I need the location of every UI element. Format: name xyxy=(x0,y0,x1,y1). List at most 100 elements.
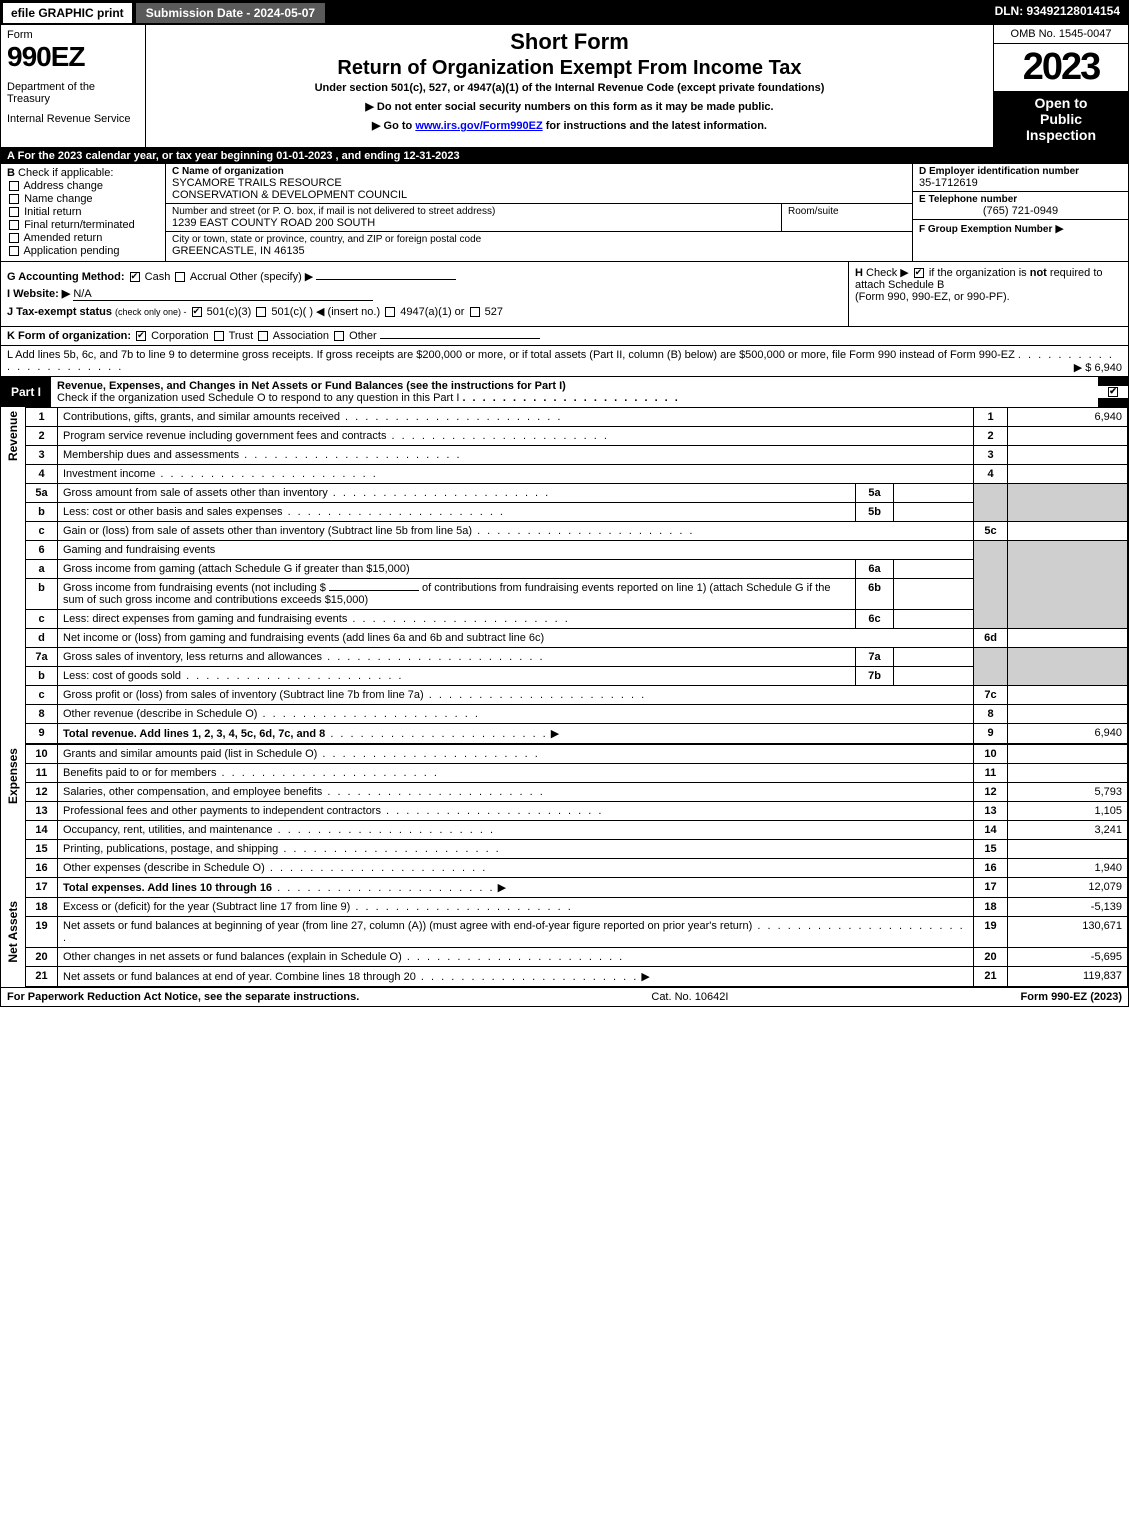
row-7b: b Less: cost of goods sold 7b xyxy=(1,667,1128,686)
chk-amended[interactable] xyxy=(9,233,19,243)
l17-num: 17 xyxy=(26,878,58,898)
l8-rn: 8 xyxy=(974,705,1008,724)
l5c-amt xyxy=(1008,522,1128,541)
chk-assoc[interactable] xyxy=(258,331,268,341)
irs-link[interactable]: www.irs.gov/Form990EZ xyxy=(415,120,542,132)
l6-desc: Gaming and fundraising events xyxy=(58,541,974,560)
chk-initial[interactable] xyxy=(9,207,19,217)
footer-right: Form 990-EZ (2023) xyxy=(1021,991,1122,1003)
chk-pending[interactable] xyxy=(9,246,19,256)
header-center: Short Form Return of Organization Exempt… xyxy=(146,25,993,147)
l13-num: 13 xyxy=(26,802,58,821)
l10-desc: Grants and similar amounts paid (list in… xyxy=(58,745,974,764)
block-GH: G Accounting Method: Cash Accrual Other … xyxy=(1,262,1128,327)
row-5b: b Less: cost or other basis and sales ex… xyxy=(1,503,1128,522)
H-not: not xyxy=(1030,267,1047,279)
chk-trust[interactable] xyxy=(214,331,224,341)
l2-num: 2 xyxy=(26,427,58,446)
l16-rn: 16 xyxy=(974,859,1008,878)
L-amount: ▶ $ 6,940 xyxy=(1074,361,1122,374)
instr-ssn: ▶ Do not enter social security numbers o… xyxy=(154,100,985,113)
l6a-subamt xyxy=(894,560,974,579)
l7a-subamt xyxy=(894,648,974,667)
l5ab-shade xyxy=(974,484,1008,522)
l7ab-shade xyxy=(974,648,1008,686)
dln-number: DLN: 93492128014154 xyxy=(987,1,1128,25)
instr-post: for instructions and the latest informat… xyxy=(546,120,767,132)
chk-H[interactable] xyxy=(914,268,924,278)
dept-irs: Internal Revenue Service xyxy=(7,113,139,125)
col-H: H Check ▶ if the organization is not req… xyxy=(848,262,1128,326)
room-label: Room/suite xyxy=(788,206,839,217)
header-right: OMB No. 1545-0047 2023 Open to Public In… xyxy=(993,25,1128,147)
l15-amt xyxy=(1008,840,1128,859)
l14-rn: 14 xyxy=(974,821,1008,840)
open-line3: Inspection xyxy=(996,127,1126,143)
l21-amt: 119,837 xyxy=(1008,967,1128,987)
open-line1: Open to xyxy=(996,95,1126,111)
l6a-desc: Gross income from gaming (attach Schedul… xyxy=(58,560,856,579)
l6d-desc: Net income or (loss) from gaming and fun… xyxy=(58,629,974,648)
chk-accrual[interactable] xyxy=(175,272,185,282)
chk-final[interactable] xyxy=(9,220,19,230)
chk-cash[interactable] xyxy=(130,272,140,282)
l10-rn: 10 xyxy=(974,745,1008,764)
K-other-blank[interactable] xyxy=(380,338,540,339)
chk-501c[interactable] xyxy=(256,307,266,317)
revenue-side-label: Revenue xyxy=(1,408,26,745)
l18-num: 18 xyxy=(26,898,58,917)
G-label: G Accounting Method: xyxy=(7,271,125,283)
l16-amt: 1,940 xyxy=(1008,859,1128,878)
l11-num: 11 xyxy=(26,764,58,783)
part-I-sub: Check if the organization used Schedule … xyxy=(57,392,459,404)
H-text2: if the organization is xyxy=(929,267,1030,279)
col-B: B Check if applicable: Address change Na… xyxy=(1,164,166,261)
footer-mid: Cat. No. 10642I xyxy=(359,991,1020,1003)
opt-pending: Application pending xyxy=(23,245,119,257)
K-trust: Trust xyxy=(229,330,254,342)
chk-527[interactable] xyxy=(470,307,480,317)
row-6d: d Net income or (loss) from gaming and f… xyxy=(1,629,1128,648)
G-other-blank[interactable] xyxy=(316,279,456,280)
block-B-to-F: B Check if applicable: Address change Na… xyxy=(1,164,1128,262)
l11-amt xyxy=(1008,764,1128,783)
l18-rn: 18 xyxy=(974,898,1008,917)
l5ab-shade-amt xyxy=(1008,484,1128,522)
row-7a: 7a Gross sales of inventory, less return… xyxy=(1,648,1128,667)
l5c-num: c xyxy=(26,522,58,541)
l6d-rn: 6d xyxy=(974,629,1008,648)
J-527: 527 xyxy=(485,306,503,318)
form-header: Form 990EZ Department of the Treasury In… xyxy=(1,25,1128,148)
form-990ez-page: efile GRAPHIC print Submission Date - 20… xyxy=(0,0,1129,1007)
l4-amt xyxy=(1008,465,1128,484)
chk-address-change[interactable] xyxy=(9,181,19,191)
L-text: L Add lines 5b, 6c, and 7b to line 9 to … xyxy=(7,349,1015,361)
l9-num: 9 xyxy=(26,724,58,744)
org-name-2: CONSERVATION & DEVELOPMENT COUNCIL xyxy=(172,189,906,201)
chk-schedule-O[interactable] xyxy=(1108,387,1118,397)
chk-501c3[interactable] xyxy=(192,307,202,317)
l1-rn: 1 xyxy=(974,408,1008,427)
K-assoc: Association xyxy=(273,330,329,342)
l6b-blank[interactable] xyxy=(329,590,419,591)
l3-rn: 3 xyxy=(974,446,1008,465)
chk-corp[interactable] xyxy=(136,331,146,341)
l5a-desc: Gross amount from sale of assets other t… xyxy=(58,484,856,503)
row-4: 4 Investment income 4 xyxy=(1,465,1128,484)
C-street-cell: Number and street (or P. O. box, if mail… xyxy=(166,204,782,231)
chk-name-change[interactable] xyxy=(9,194,19,204)
row-21: 21 Net assets or fund balances at end of… xyxy=(1,967,1128,987)
l1-amt: 6,940 xyxy=(1008,408,1128,427)
l1-num: 1 xyxy=(26,408,58,427)
E-label: E Telephone number xyxy=(919,194,1122,205)
l2-desc: Program service revenue including govern… xyxy=(58,427,974,446)
G-other: Other (specify) ▶ xyxy=(230,271,314,283)
chk-other[interactable] xyxy=(334,331,344,341)
l6a-sn: 6a xyxy=(856,560,894,579)
line-J: J Tax-exempt status (check only one) - 5… xyxy=(7,305,842,318)
chk-4947[interactable] xyxy=(385,307,395,317)
l5a-sn: 5a xyxy=(856,484,894,503)
l17-rn: 17 xyxy=(974,878,1008,898)
efile-print-button[interactable]: efile GRAPHIC print xyxy=(1,1,134,25)
expenses-label-text: Expenses xyxy=(6,748,20,804)
